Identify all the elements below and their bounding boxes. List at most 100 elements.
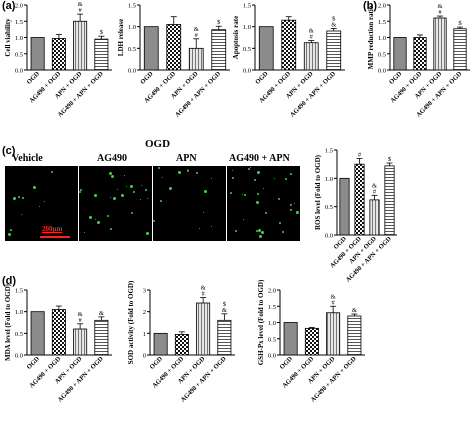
- fluorescent-cell: [110, 228, 112, 230]
- y-tick-label: 1.5: [15, 19, 23, 26]
- significance-mark: #: [438, 9, 442, 16]
- fluorescent-cell: [187, 170, 189, 172]
- significance-mark: #: [79, 7, 83, 14]
- y-axis-label: SOD activity (Fold to OGD): [127, 280, 135, 364]
- y-tick-label: 1.5: [325, 148, 333, 155]
- bar: [303, 42, 319, 71]
- fluorescent-cell: [178, 171, 181, 174]
- category-label: OGD: [254, 70, 270, 86]
- fluorescent-cell: [130, 185, 133, 188]
- fluorescent-cell: [282, 231, 284, 233]
- significance-mark: $: [458, 20, 462, 27]
- significance-mark: &: [331, 293, 336, 300]
- bar: [94, 38, 109, 71]
- bar: [433, 17, 447, 71]
- fluorescent-cell: [296, 213, 297, 214]
- scale-bar: [40, 236, 70, 238]
- fluorescent-cell: [230, 192, 232, 194]
- fluorescent-cell: [89, 216, 92, 219]
- bar: [258, 26, 274, 71]
- fluorescent-cell: [258, 229, 261, 232]
- panel-letter-a: (a): [2, 0, 16, 12]
- fluorescent-cell: [232, 170, 233, 171]
- y-tick-label: 0.0: [378, 68, 386, 75]
- bar: [304, 327, 319, 356]
- micrograph-label-apn: APN: [176, 153, 197, 164]
- y-tick-label: 0.5: [15, 331, 23, 338]
- y-tick-label: 1.5: [268, 304, 276, 311]
- micrograph-apn: [153, 166, 226, 241]
- bar: [453, 28, 467, 71]
- y-tick-label: 0.5: [378, 51, 386, 58]
- significance-mark: &: [372, 182, 377, 189]
- bar: [384, 165, 395, 236]
- fluorescent-cell: [160, 200, 162, 202]
- fluorescent-cell: [254, 179, 256, 181]
- bar: [196, 302, 211, 356]
- scale-bar-label: 200μm: [42, 225, 63, 233]
- fluorescent-cell: [196, 172, 198, 174]
- y-tick-label: 0.0: [243, 68, 251, 75]
- bar: [347, 315, 362, 356]
- micrograph-title: OGD: [145, 138, 171, 150]
- fluorescent-cell: [265, 212, 267, 214]
- bar: [283, 322, 298, 356]
- fluorescent-cell: [146, 232, 149, 235]
- bar: [30, 311, 45, 356]
- fluorescent-cell: [278, 198, 280, 200]
- fluorescent-cell: [133, 191, 135, 193]
- y-tick-label: 0: [143, 353, 146, 360]
- y-tick-label: 1.0: [15, 35, 23, 42]
- y-tick-label: 1.5: [378, 19, 386, 26]
- y-axis-label: GSH-Px level (Fold to OGD): [257, 279, 265, 365]
- bar: [393, 37, 407, 71]
- fluorescent-cell: [22, 197, 24, 199]
- fluorescent-cell: [121, 194, 124, 197]
- fluorescent-cell: [97, 221, 100, 224]
- fluorescent-cell: [285, 178, 287, 180]
- fluorescent-cell: [107, 215, 109, 217]
- significance-mark: &: [194, 26, 199, 33]
- y-tick-label: 1.5: [243, 3, 251, 10]
- significance-mark: &: [352, 307, 357, 314]
- y-tick-label: 3: [143, 288, 146, 295]
- bar: [174, 334, 189, 356]
- y-tick-label: 0.0: [268, 353, 276, 360]
- fluorescent-cell: [296, 211, 299, 214]
- fluorescent-cell: [263, 188, 264, 189]
- fluorescent-cell: [131, 212, 133, 214]
- fluorescent-cell: [243, 219, 244, 220]
- fluorescent-cell: [187, 169, 188, 170]
- fluorescent-cell: [232, 177, 234, 179]
- bar: [94, 319, 109, 356]
- bar: [166, 24, 182, 71]
- fluorescent-cell: [250, 167, 251, 168]
- fluorescent-cell: [235, 230, 237, 232]
- bar: [73, 20, 88, 71]
- significance-mark: &: [78, 1, 83, 8]
- y-tick-label: 0.0: [128, 68, 136, 75]
- fluorescent-cell: [274, 178, 275, 179]
- fluorescent-cell: [294, 203, 295, 204]
- micrograph-vehicle: [5, 166, 78, 241]
- fluorescent-cell: [44, 201, 45, 202]
- bar: [51, 309, 66, 356]
- fluorescent-cell: [21, 214, 22, 215]
- fluorescent-cell: [257, 193, 259, 195]
- category-label: OGD: [26, 355, 42, 371]
- significance-mark: $: [388, 156, 392, 163]
- y-tick-label: 0.0: [15, 68, 23, 75]
- bar: [369, 199, 380, 236]
- fluorescent-cell: [261, 231, 264, 234]
- significance-mark: $: [217, 19, 221, 26]
- significance-mark: $: [100, 29, 104, 36]
- bar: [211, 29, 227, 71]
- y-tick-label: 0.5: [325, 204, 333, 211]
- fluorescent-cell: [290, 209, 292, 211]
